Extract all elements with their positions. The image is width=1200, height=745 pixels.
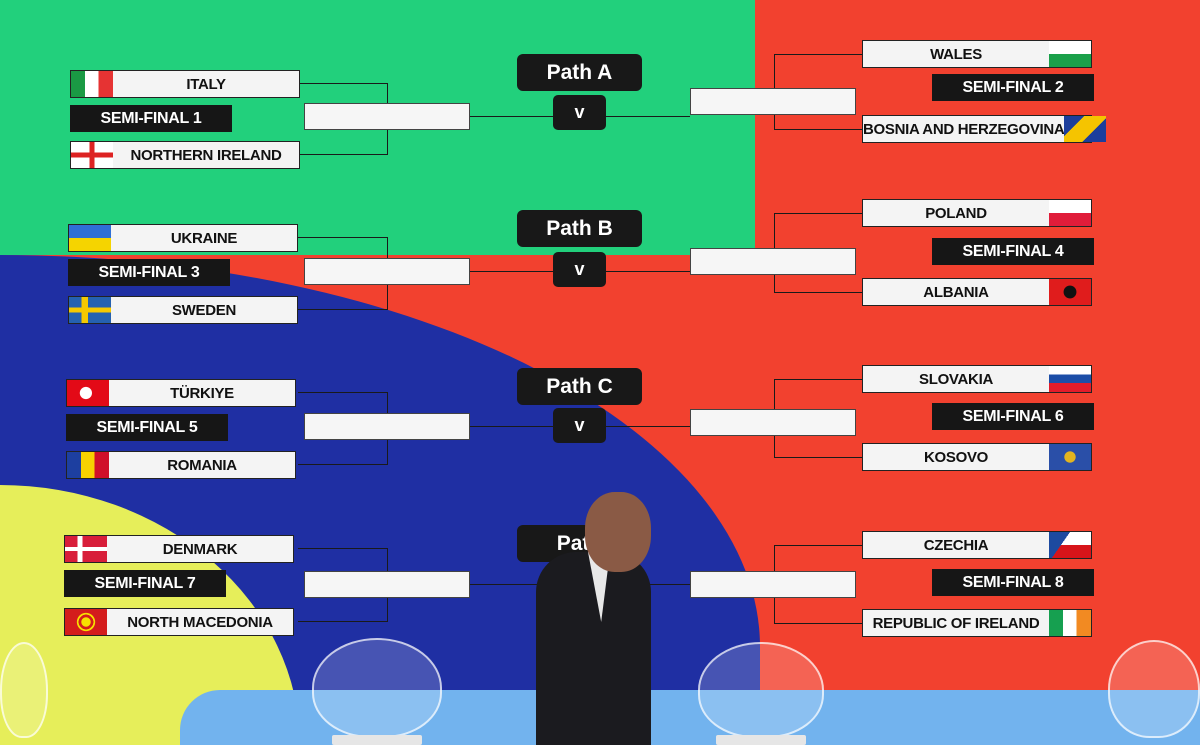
flag-icon bbox=[67, 380, 109, 406]
team-top: DENMARK bbox=[64, 535, 294, 563]
semi-final-winner-slot bbox=[690, 248, 856, 275]
bowl-base bbox=[716, 735, 806, 745]
connector bbox=[298, 464, 388, 465]
team-name: ITALY bbox=[186, 75, 226, 93]
semi-final-winner-slot bbox=[304, 413, 470, 440]
connector bbox=[298, 237, 388, 238]
flag-icon bbox=[65, 609, 107, 635]
draw-bowl bbox=[1108, 640, 1200, 738]
versus-label: v bbox=[553, 408, 606, 443]
connector bbox=[298, 548, 388, 549]
semi-final-label: SEMI-FINAL 3 bbox=[68, 259, 230, 286]
team-name: ALBANIA bbox=[923, 283, 989, 301]
connector bbox=[298, 392, 388, 393]
team-bottom: ROMANIA bbox=[66, 451, 296, 479]
team-bottom: SWEDEN bbox=[68, 296, 298, 324]
connector bbox=[774, 379, 864, 380]
versus-label: v bbox=[553, 252, 606, 287]
team-name: SWEDEN bbox=[171, 301, 237, 319]
team-bottom: NORTH MACEDONIA bbox=[64, 608, 294, 636]
path-label: Path C bbox=[517, 368, 642, 405]
connector bbox=[774, 545, 864, 546]
semi-final-winner-slot bbox=[304, 103, 470, 130]
path-label: Path A bbox=[517, 54, 642, 91]
team-bottom: ALBANIA bbox=[862, 278, 1092, 306]
connector bbox=[298, 621, 388, 622]
team-name: NORTH MACEDONIA bbox=[127, 613, 273, 631]
team-name: ROMANIA bbox=[167, 456, 237, 474]
team-top: TÜRKIYE bbox=[66, 379, 296, 407]
flag-icon bbox=[69, 297, 111, 323]
semi-final-winner-slot bbox=[690, 88, 856, 115]
flag-icon bbox=[1064, 116, 1107, 142]
semi-final-winner-slot bbox=[304, 258, 470, 285]
semi-final-winner-slot bbox=[690, 571, 856, 598]
semi-final-winner-slot bbox=[304, 571, 470, 598]
semi-final-label: SEMI-FINAL 8 bbox=[932, 569, 1094, 596]
team-top: ITALY bbox=[70, 70, 300, 98]
flag-icon bbox=[71, 142, 113, 168]
semi-final-label: SEMI-FINAL 2 bbox=[932, 74, 1094, 101]
connector bbox=[774, 457, 864, 458]
connector bbox=[774, 54, 864, 55]
semi-final-label: SEMI-FINAL 1 bbox=[70, 105, 232, 132]
semi-final-label: SEMI-FINAL 7 bbox=[64, 570, 226, 597]
semi-final-label: SEMI-FINAL 6 bbox=[932, 403, 1094, 430]
connector bbox=[774, 623, 864, 624]
path-label: Path B bbox=[517, 210, 642, 247]
flag-icon bbox=[1049, 444, 1091, 470]
team-top: SLOVAKIA bbox=[862, 365, 1092, 393]
team-bottom: KOSOVO bbox=[862, 443, 1092, 471]
connector bbox=[298, 309, 388, 310]
team-name: SLOVAKIA bbox=[919, 370, 993, 388]
flag-icon bbox=[1049, 366, 1091, 392]
semi-final-label: SEMI-FINAL 5 bbox=[66, 414, 228, 441]
flag-icon bbox=[69, 225, 111, 251]
team-name: KOSOVO bbox=[923, 448, 989, 466]
team-top: POLAND bbox=[862, 199, 1092, 227]
flag-icon bbox=[71, 71, 113, 97]
connector bbox=[298, 154, 388, 155]
team-name: TÜRKIYE bbox=[170, 384, 234, 402]
connector bbox=[774, 213, 864, 214]
versus-label: v bbox=[553, 95, 606, 130]
team-name: UKRAINE bbox=[170, 229, 238, 247]
team-bottom: BOSNIA AND HERZEGOVINA bbox=[862, 115, 1107, 143]
team-name: CZECHIA bbox=[923, 536, 989, 554]
flag-icon bbox=[1049, 532, 1091, 558]
team-name: POLAND bbox=[925, 204, 987, 222]
presenter-head bbox=[585, 492, 651, 572]
presenter-body bbox=[536, 552, 651, 745]
semi-final-winner-slot bbox=[690, 409, 856, 436]
connector bbox=[774, 292, 864, 293]
connector bbox=[298, 83, 388, 84]
flag-icon bbox=[65, 536, 107, 562]
flag-icon bbox=[1049, 200, 1091, 226]
semi-final-label: SEMI-FINAL 4 bbox=[932, 238, 1094, 265]
flag-icon bbox=[1049, 279, 1091, 305]
connector bbox=[774, 129, 864, 130]
team-bottom: NORTHERN IRELAND bbox=[70, 141, 300, 169]
team-top: CZECHIA bbox=[862, 531, 1092, 559]
team-name: NORTHERN IRELAND bbox=[130, 146, 282, 164]
team-top: WALES bbox=[862, 40, 1092, 68]
draw-bowl bbox=[0, 642, 48, 738]
flag-icon bbox=[1049, 610, 1091, 636]
draw-bowl bbox=[312, 638, 442, 738]
team-name: REPUBLIC OF IRELAND bbox=[872, 614, 1040, 632]
team-name: WALES bbox=[930, 45, 982, 63]
flag-icon bbox=[1049, 41, 1091, 67]
team-bottom: REPUBLIC OF IRELAND bbox=[862, 609, 1092, 637]
team-top: UKRAINE bbox=[68, 224, 298, 252]
team-name: DENMARK bbox=[162, 540, 238, 558]
flag-icon bbox=[67, 452, 109, 478]
draw-bowl bbox=[698, 642, 824, 738]
bowl-base bbox=[332, 735, 422, 745]
team-name: BOSNIA AND HERZEGOVINA bbox=[863, 120, 1065, 138]
